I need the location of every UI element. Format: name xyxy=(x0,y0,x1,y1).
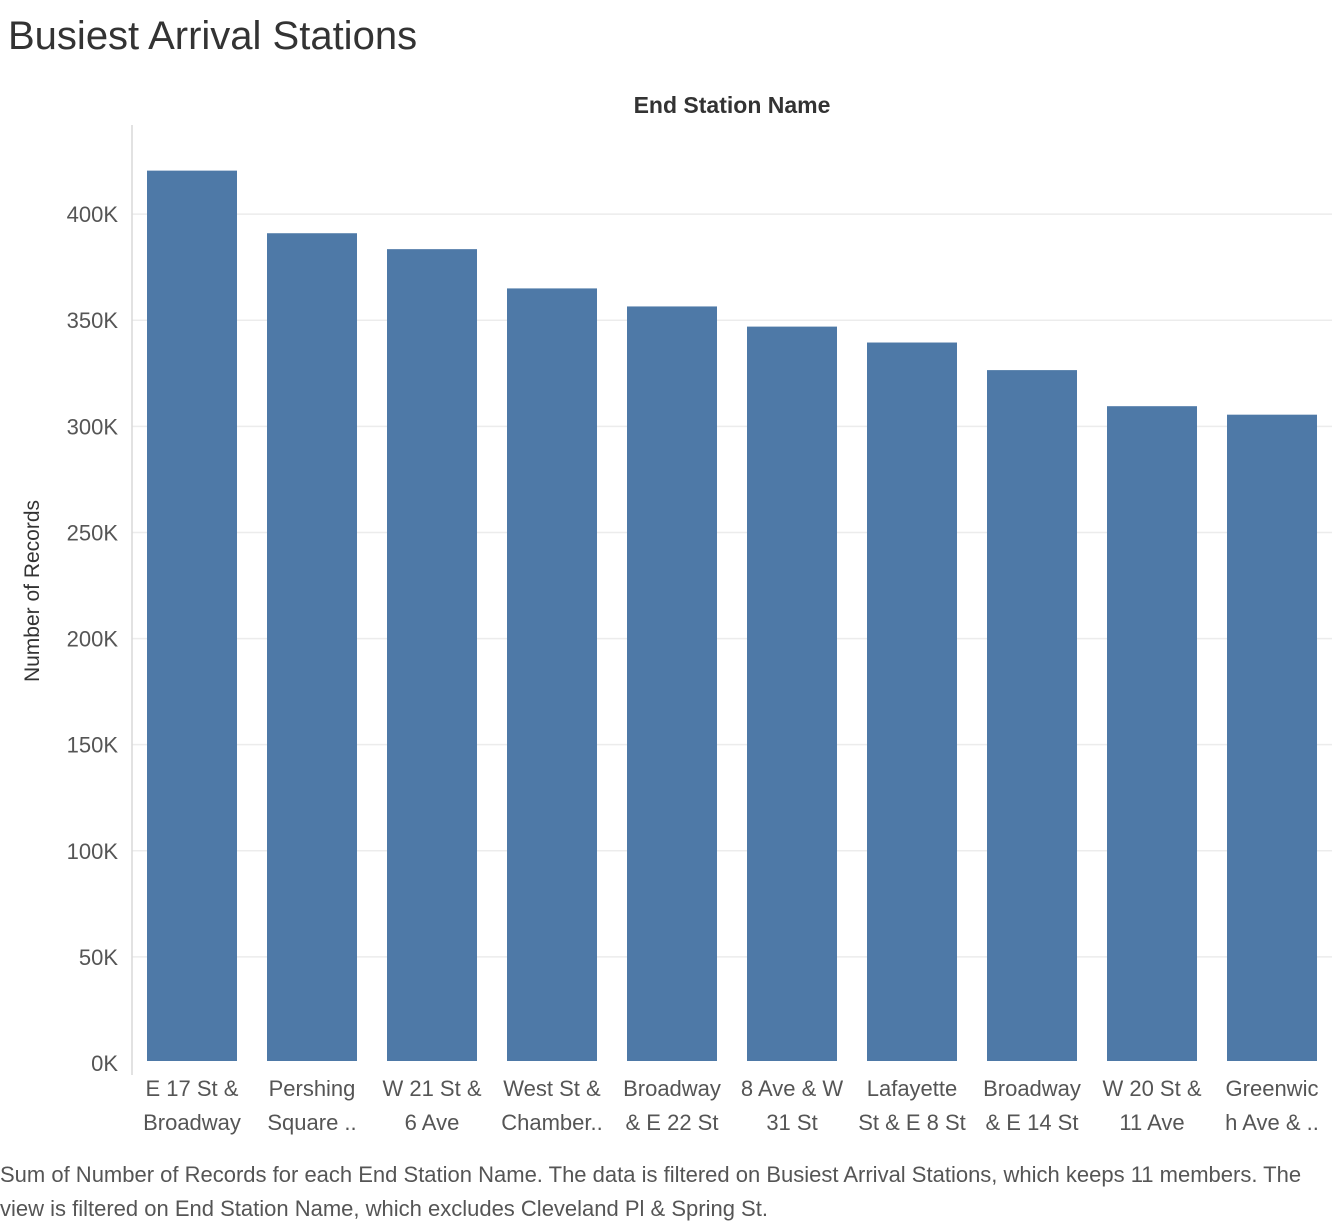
y-tick-label: 350K xyxy=(67,308,119,333)
x-tick-label: W 21 St & xyxy=(382,1076,481,1101)
y-tick-label: 100K xyxy=(67,839,119,864)
bar xyxy=(987,370,1077,1062)
x-tick-label: Lafayette xyxy=(867,1076,958,1101)
y-tick-label: 400K xyxy=(67,202,119,227)
y-tick-label: 200K xyxy=(67,627,119,652)
x-tick-label: West St & xyxy=(503,1076,601,1101)
bar xyxy=(147,170,237,1061)
x-tick-label: Pershing xyxy=(269,1076,356,1101)
x-tick-label: Broadway xyxy=(623,1076,721,1101)
y-tick-label: 300K xyxy=(67,414,119,439)
bar xyxy=(867,342,957,1062)
chart-caption: Sum of Number of Records for each End St… xyxy=(0,1162,1302,1221)
x-tick-label: Greenwic xyxy=(1226,1076,1319,1101)
x-tick-label: Square .. xyxy=(267,1110,356,1135)
x-tick-label: W 20 St & xyxy=(1102,1076,1201,1101)
bar xyxy=(1227,414,1317,1061)
x-tick-label: St & E 8 St xyxy=(858,1110,966,1135)
x-tick-label: h Ave & .. xyxy=(1225,1110,1319,1135)
x-tick-label: Chamber.. xyxy=(501,1110,603,1135)
x-tick-label: 11 Ave xyxy=(1119,1110,1184,1135)
x-axis-header: End Station Name xyxy=(633,92,831,118)
x-tick-label: Broadway xyxy=(983,1076,1081,1101)
chart-title: Busiest Arrival Stations xyxy=(8,14,418,58)
bar xyxy=(627,306,717,1062)
x-tick-label: E 17 St & xyxy=(146,1076,239,1101)
x-tick-label: 6 Ave xyxy=(405,1110,460,1135)
bar xyxy=(267,233,357,1061)
bar-chart: 0K 50K 100K 150K 200K 250K 300K 350K 400K E 17 St… xyxy=(67,125,1332,1135)
y-tick-label: 150K xyxy=(67,733,119,758)
y-tick-label: 250K xyxy=(67,520,119,545)
bar xyxy=(387,249,477,1061)
x-tick-label: 31 St xyxy=(766,1110,817,1135)
bar xyxy=(747,326,837,1061)
x-tick-label: 8 Ave & W xyxy=(741,1076,844,1101)
x-tick-label: & E 22 St xyxy=(626,1110,719,1135)
y-tick-label: 50K xyxy=(79,945,118,970)
bar xyxy=(1107,406,1197,1062)
x-tick-label: Broadway xyxy=(143,1110,241,1135)
x-tick-label: & E 14 St xyxy=(986,1110,1079,1135)
bar xyxy=(507,288,597,1061)
y-tick-label: 0K xyxy=(91,1051,118,1076)
